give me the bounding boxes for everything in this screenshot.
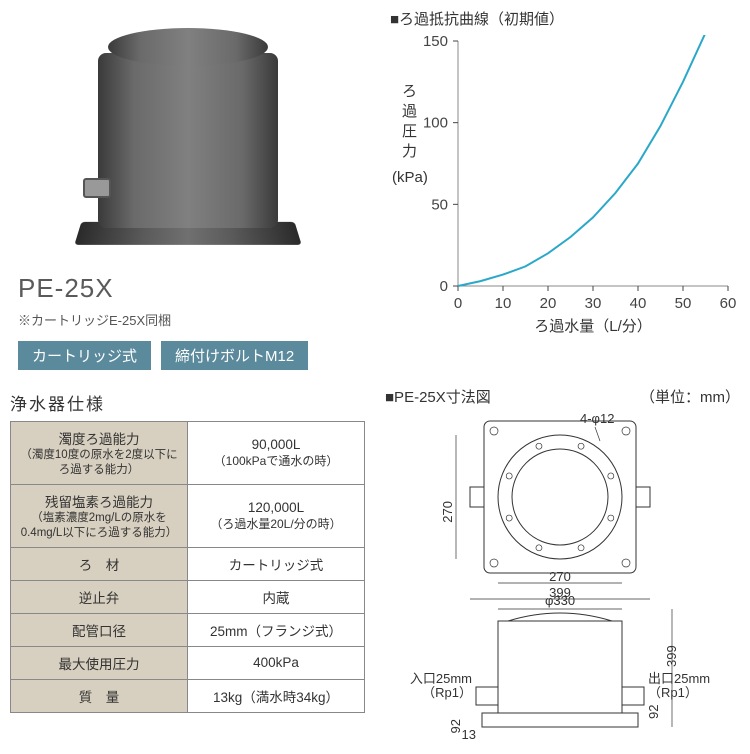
svg-text:0: 0 xyxy=(440,278,448,295)
badge-cartridge: カートリッジ式 xyxy=(18,341,151,370)
resistance-chart: 0 10 20 30 40 50 60 0 50 100 150 ろ過水量（L/分） ろ過圧力 (kPa) xyxy=(390,35,740,345)
svg-text:力: 力 xyxy=(402,143,417,160)
svg-text:圧: 圧 xyxy=(402,123,417,140)
svg-text:0: 0 xyxy=(454,295,462,312)
product-image xyxy=(48,18,328,268)
svg-text:入口25mm: 入口25mm xyxy=(410,671,472,686)
svg-text:92: 92 xyxy=(646,705,661,719)
svg-text:30: 30 xyxy=(585,295,602,312)
svg-text:40: 40 xyxy=(630,295,647,312)
spec-title: 浄水器仕様 xyxy=(10,390,365,415)
dimension-title: ■PE-25X寸法図 xyxy=(385,386,491,407)
svg-text:50: 50 xyxy=(675,295,692,312)
spec-table: 濁度ろ過能力（濁度10度の原水を2度以下にろ過する能力）90,000L（100k… xyxy=(10,421,365,713)
svg-text:150: 150 xyxy=(423,35,448,50)
svg-text:φ330: φ330 xyxy=(545,593,575,608)
badge-bolt: 締付けボルトM12 xyxy=(161,341,308,370)
svg-text:10: 10 xyxy=(495,295,512,312)
svg-text:270: 270 xyxy=(549,569,571,584)
svg-text:ろ過水量（L/分）: ろ過水量（L/分） xyxy=(534,318,652,335)
svg-text:（Rp1）: （Rp1） xyxy=(648,685,698,700)
model-name: PE-25X xyxy=(18,273,367,304)
table-row: 逆止弁内蔵 xyxy=(11,580,365,613)
table-row: 濁度ろ過能力（濁度10度の原水を2度以下にろ過する能力）90,000L（100k… xyxy=(11,422,365,485)
svg-text:出口25mm: 出口25mm xyxy=(648,671,710,686)
svg-text:50: 50 xyxy=(431,196,448,213)
chart-title: ■ろ過抵抗曲線（初期値） xyxy=(390,8,735,29)
svg-text:270: 270 xyxy=(440,501,455,523)
dimension-drawing: 4-φ12270270399φ330入口25mm（Rp1）出口25mm（Rp1）… xyxy=(385,411,740,746)
table-row: 最大使用圧力400kPa xyxy=(11,646,365,679)
cartridge-note: ※カートリッジE-25X同梱 xyxy=(18,310,367,329)
table-row: 質 量13kg（満水時34kg） xyxy=(11,679,365,712)
svg-text:13: 13 xyxy=(462,727,476,742)
svg-text:過: 過 xyxy=(402,103,417,120)
dimension-unit: （単位：mm） xyxy=(640,386,740,407)
table-row: ろ 材カートリッジ式 xyxy=(11,547,365,580)
svg-text:ろ: ろ xyxy=(402,83,417,100)
svg-text:399: 399 xyxy=(664,645,679,667)
svg-text:(kPa): (kPa) xyxy=(392,169,428,186)
svg-text:100: 100 xyxy=(423,115,448,132)
table-row: 残留塩素ろ過能力（塩素濃度2mg/Lの原水を0.4mg/L以下にろ過する能力）1… xyxy=(11,484,365,547)
svg-text:（Rp1）: （Rp1） xyxy=(422,685,472,700)
svg-text:20: 20 xyxy=(540,295,557,312)
table-row: 配管口径25mm（フランジ式） xyxy=(11,613,365,646)
svg-text:60: 60 xyxy=(720,295,737,312)
svg-text:4-φ12: 4-φ12 xyxy=(580,411,614,426)
